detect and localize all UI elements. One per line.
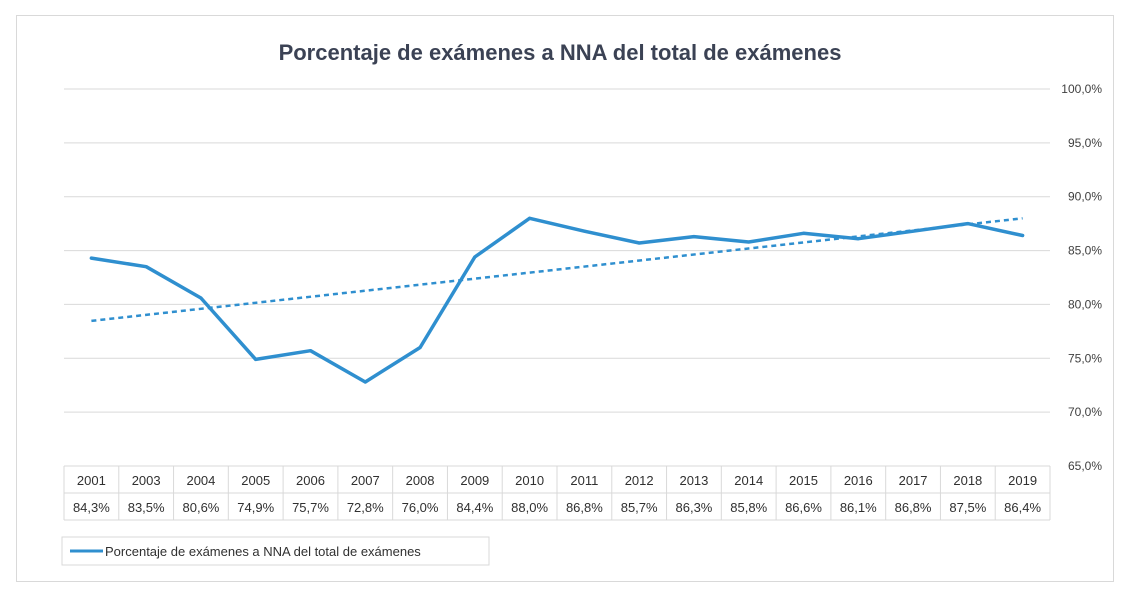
y-tick-label: 80,0% [1068,297,1102,311]
y-tick-label: 75,0% [1068,351,1102,365]
data-value-label: 83,5% [128,500,165,515]
x-category-label: 2001 [77,473,106,488]
grid-lines [64,88,1050,413]
data-value-label: 86,8% [895,500,932,515]
x-category-label: 2004 [186,473,215,488]
data-value-label: 85,7% [621,500,658,515]
y-axis-tick-labels: 65,0% 70,0% 75,0% 80,0% 85,0% 90,0% 95,0% 100,0… [1061,82,1102,473]
data-point [89,256,93,260]
data-point [582,229,586,233]
data-value-label: 76,0% [402,500,439,515]
series-line [89,216,1025,384]
x-category-label: 2003 [132,473,161,488]
data-value-label: 87,5% [949,500,986,515]
y-tick-label: 90,0% [1068,190,1102,204]
data-point [1021,233,1025,237]
trendline [91,217,1023,323]
x-category-label: 2010 [515,473,544,488]
x-category-label: 2018 [953,473,982,488]
data-value-label: 86,1% [840,500,877,515]
chart-title: Porcentaje de exámenes a NNA del total d… [279,40,842,65]
data-point [911,229,915,233]
x-category-label: 2006 [296,473,325,488]
data-value-label: 86,8% [566,500,603,515]
series-polyline [89,216,1025,384]
data-point [637,241,641,245]
legend-box [61,536,490,566]
data-value-label: 72,8% [347,500,384,515]
x-category-label: 2017 [899,473,928,488]
x-category-label: 2005 [241,473,270,488]
x-category-label: 2007 [351,473,380,488]
y-tick-label: 70,0% [1068,405,1102,419]
x-category-label: 2015 [789,473,818,488]
data-point [473,255,477,259]
data-value-label: 86,6% [785,500,822,515]
data-point [309,349,312,353]
data-value-label: 74,9% [237,500,274,515]
x-category-label: 2013 [679,473,708,488]
data-value-label: 80,6% [183,500,220,515]
y-tick-label: 100,0% [1061,82,1102,96]
legend-label: Porcentaje de exámenes a NNA del total d… [105,544,421,559]
data-point [254,357,258,361]
data-point [418,346,422,350]
x-category-label: 2011 [570,473,598,488]
data-point [856,237,860,241]
y-tick-label: 65,0% [1068,459,1102,473]
data-value-label: 88,0% [511,500,548,515]
data-point [144,265,148,269]
data-table: 2001 84,3% 2003 83,5% 2004 80,6% 2005 74,9% 2006… [63,465,1051,521]
data-point [747,240,751,244]
data-point [199,296,203,300]
data-point [528,216,532,220]
trendline-path [91,217,1023,323]
x-category-label: 2019 [1008,473,1037,488]
data-value-label: 75,7% [292,500,329,515]
data-value-label: 86,4% [1004,500,1041,515]
data-point [966,222,970,226]
data-value-label: 86,3% [676,500,713,515]
x-category-label: 2016 [844,473,873,488]
y-tick-label: 95,0% [1068,136,1102,150]
x-category-label: 2012 [625,473,654,488]
data-point [363,380,367,384]
data-value-label: 84,3% [73,500,110,515]
legend: Porcentaje de exámenes a NNA del total d… [61,536,490,566]
data-value-label: 85,8% [730,500,767,515]
data-value-label: 84,4% [456,500,493,515]
x-category-label: 2008 [406,473,435,488]
y-tick-label: 85,0% [1068,244,1102,258]
data-point [692,235,696,239]
x-category-label: 2009 [460,473,489,488]
x-category-label: 2014 [734,473,763,488]
data-point [802,231,805,235]
